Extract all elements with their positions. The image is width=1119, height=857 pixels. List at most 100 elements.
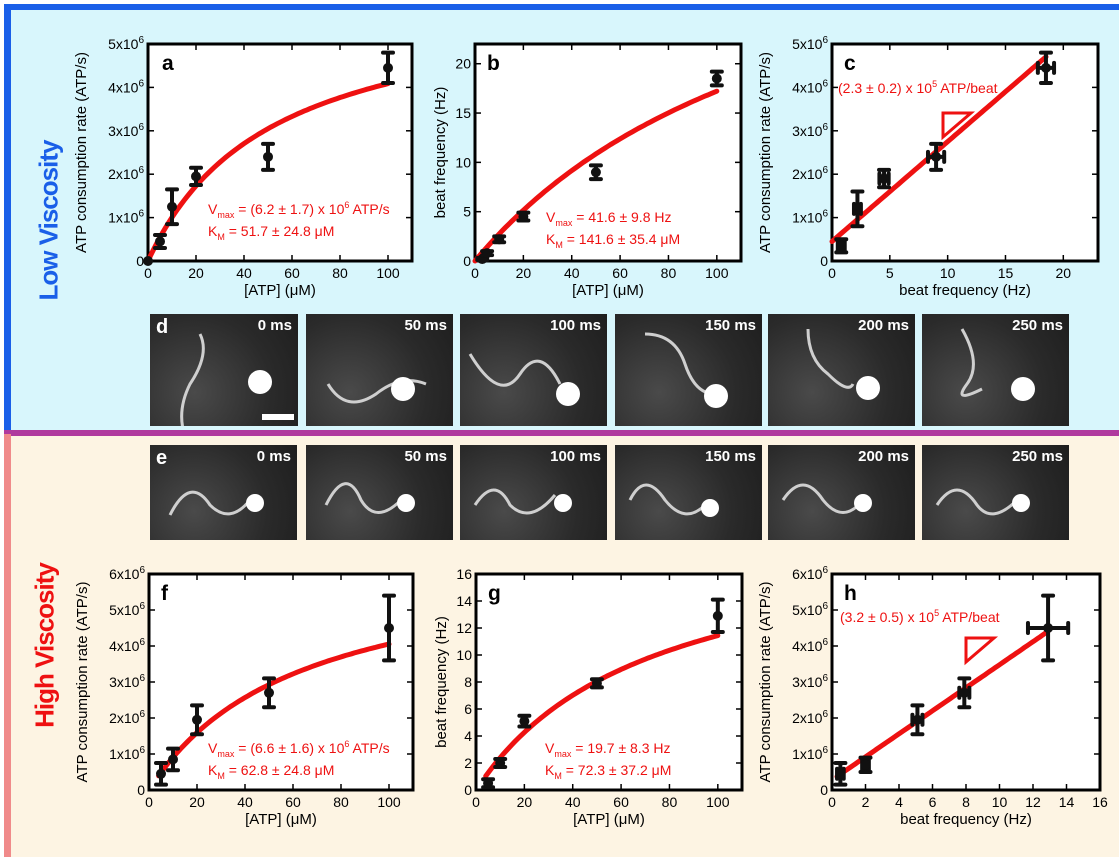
data-point (166, 746, 180, 773)
chart-panel-f: 0 20 40 60 80 100 0 1x106 2x106 3x106 4x106 5x106 6x… (74, 565, 415, 828)
sperm-cell-image (468, 353, 580, 406)
data-point (143, 256, 153, 266)
point-marker (931, 151, 942, 162)
sperm-cell-image (781, 483, 872, 514)
fit-annotation-line: KM = 72.3 ± 37.2 μM (545, 762, 671, 781)
y-tick-label: 2x106 (792, 165, 828, 182)
data-point (1025, 593, 1071, 663)
data-point (834, 237, 849, 255)
plot-area-g (474, 572, 744, 792)
y-tick-label: 10 (456, 647, 472, 663)
y-tick-label: 4x106 (109, 637, 145, 654)
y-tick-label: 5x106 (792, 35, 828, 52)
point-marker (155, 236, 165, 247)
panel-letter: h (844, 582, 857, 605)
x-tick-label: 0 (472, 794, 480, 810)
x-tick-label: 40 (565, 794, 581, 810)
fit-annotation-line: KM = 62.8 ± 24.8 μM (208, 762, 334, 781)
fit-curve (145, 81, 391, 264)
x-tick-label: 100 (377, 794, 401, 810)
point-marker (168, 754, 178, 765)
data-point (492, 234, 507, 245)
left-border-top (4, 4, 11, 432)
y-tick-label: 6x106 (792, 565, 828, 582)
frame-timestamp: 150 ms (705, 317, 756, 334)
point-marker (384, 623, 394, 633)
y-tick-label: 12 (456, 620, 472, 636)
frame-timestamp: 200 ms (858, 317, 909, 334)
data-point (589, 677, 604, 690)
y-tick-label: 8 (464, 674, 472, 690)
sperm-cell-image (960, 328, 1035, 401)
left-border-bottom (4, 434, 11, 857)
y-axis-label: beat frequency (Hz) (433, 616, 450, 748)
plot-area-b (473, 42, 743, 263)
y-axis-label: ATP consumption rate (ATP/s) (757, 52, 774, 253)
fit-annotation-line: Vmax = (6.6 ± 1.6) x 106 ATP/s (208, 739, 390, 759)
divider-line (4, 430, 1119, 436)
data-point (190, 703, 204, 737)
sperm-cell-image (168, 490, 264, 516)
panel-letter: f (161, 582, 169, 605)
x-tick-label: 100 (376, 265, 400, 281)
frame-timestamp: 250 ms (1012, 448, 1063, 465)
point-marker (482, 248, 493, 259)
x-tick-label: 20 (1056, 265, 1072, 281)
frame-timestamp: 0 ms (257, 317, 292, 334)
y-tick-label: 2x106 (108, 165, 144, 182)
chart-panel-h: 0 2 4 6 8 10 12 14 16 0 1x106 2x106 3x106 4x106 5x106 6… (757, 565, 1108, 828)
point-marker (167, 201, 177, 212)
y-tick-label: 3x106 (792, 122, 828, 139)
x-tick-label: 20 (188, 265, 204, 281)
fit-annotation-line: KM = 141.6 ± 35.4 μM (546, 231, 680, 250)
x-tick-label: 40 (564, 265, 580, 281)
sperm-cell-image (935, 488, 1030, 516)
data-point (850, 189, 865, 229)
sperm-cell-image (180, 333, 294, 426)
data-point (153, 232, 167, 250)
y-tick-label: 10 (455, 154, 471, 170)
data-point (1035, 50, 1057, 86)
x-tick-label: 12 (1025, 794, 1041, 810)
y-tick-label: 5x106 (792, 601, 828, 618)
y-tick-label: 2x106 (792, 709, 828, 726)
x-tick-label: 6 (929, 794, 937, 810)
point-marker (143, 256, 153, 266)
y-axis-label: beat frequency (Hz) (432, 87, 449, 219)
data-point (925, 141, 947, 172)
point-marker (494, 234, 505, 245)
fit-annotation-line: Vmax = (6.2 ± 1.7) x 106 ATP/s (208, 200, 390, 220)
sperm-cell-image (324, 482, 415, 514)
slope-annotation: (3.2 ± 0.5) x 105 ATP/beat (840, 608, 1000, 625)
y-tick-label: 1x106 (109, 745, 145, 762)
y-tick-label: 0 (820, 782, 828, 798)
point-marker (263, 151, 273, 162)
video-frame: 200 ms (768, 445, 915, 540)
point-marker (860, 759, 871, 770)
y-tick-label: 20 (455, 56, 471, 72)
x-tick-label: 20 (517, 794, 533, 810)
x-tick-label: 60 (284, 265, 300, 281)
video-frame: 0 ms e (150, 445, 297, 540)
panel-letter: a (162, 52, 174, 75)
x-tick-label: 80 (661, 265, 677, 281)
x-tick-label: 80 (333, 794, 349, 810)
data-point (517, 713, 532, 729)
frame-timestamp: 50 ms (404, 448, 447, 465)
y-tick-label: 5x106 (109, 601, 145, 618)
data-point (189, 165, 203, 188)
y-axis-label: ATP consumption rate (ATP/s) (757, 582, 774, 783)
sperm-cell-image (326, 377, 427, 404)
point-marker (519, 716, 530, 727)
data-point (481, 777, 496, 790)
y-tick-label: 5 (463, 204, 471, 220)
x-tick-label: 20 (516, 265, 532, 281)
point-marker (156, 768, 166, 779)
data-point (493, 756, 508, 770)
slope-annotation: (2.3 ± 0.2) x 105 ATP/beat (838, 79, 998, 96)
panel-letter: e (156, 447, 168, 469)
chart-panel-b: 0 20 40 60 80 100 0 5 10 15 20 [ATP] (μM) beat frequ… (432, 42, 743, 299)
fit-curve (829, 54, 1049, 244)
data-point (588, 163, 603, 182)
